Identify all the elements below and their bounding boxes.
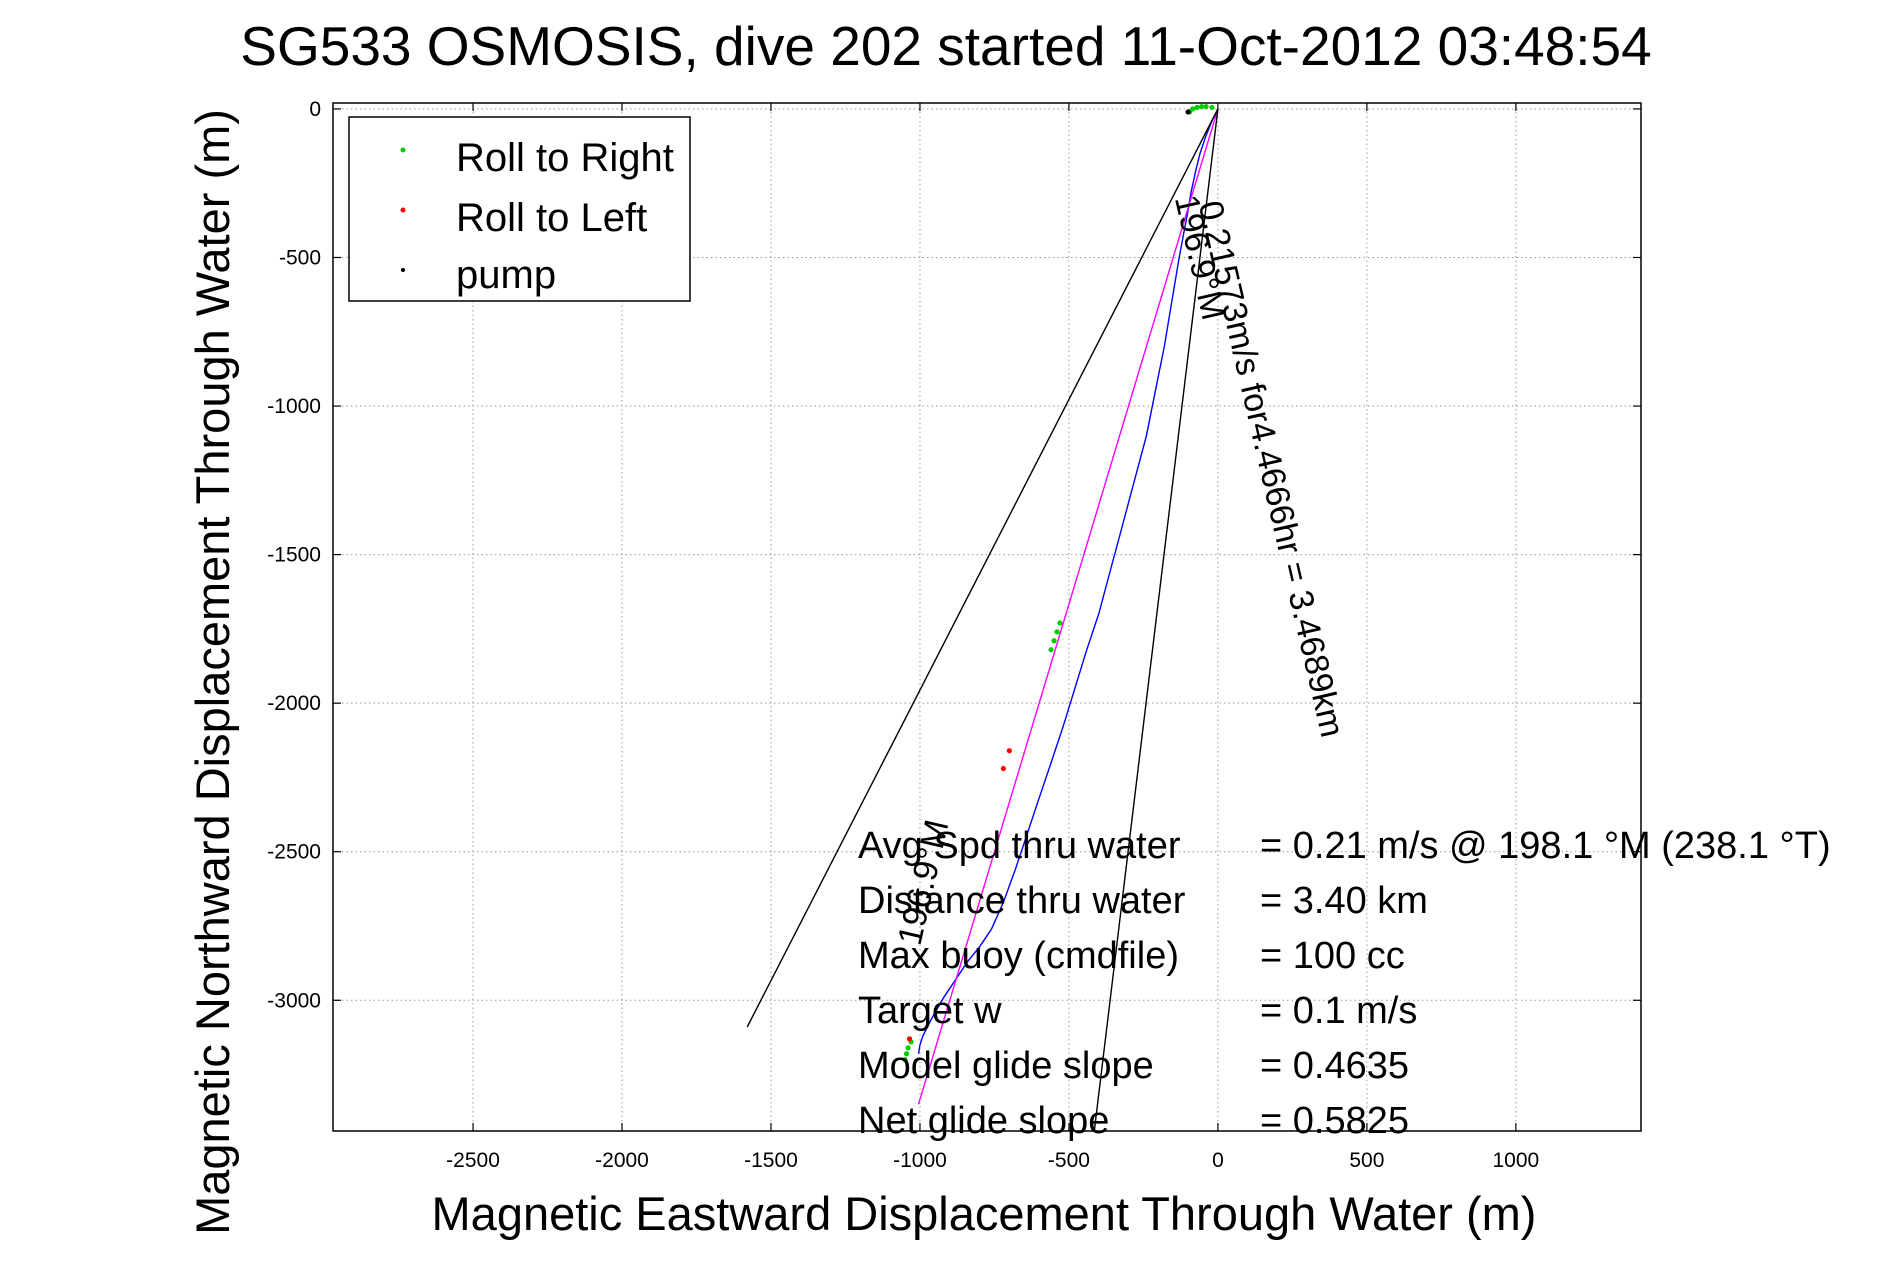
x-tick-label: 500 — [1349, 1149, 1384, 1172]
info-value-max-buoy: = 100 cc — [1260, 935, 1405, 977]
y-tick-label: -3000 — [267, 989, 321, 1012]
cone-left-line — [746, 108, 1219, 1028]
x-axis-label: Magnetic Eastward Displacement Through W… — [432, 1187, 1537, 1240]
info-label-net-glide: Net glide slope — [858, 1100, 1109, 1142]
x-tick-label: 1000 — [1493, 1149, 1540, 1172]
track-line — [917, 108, 1219, 1054]
y-tick-label: 0 — [309, 98, 321, 121]
info-label-avg-speed: Avg Spd thru water — [858, 825, 1181, 867]
x-tick-label: -1500 — [744, 1149, 798, 1172]
roll-to-right-point — [1198, 103, 1205, 110]
roll-to-right-point — [1054, 629, 1060, 635]
y-tick-label: -2000 — [267, 692, 321, 715]
plot-frame — [332, 102, 1642, 1132]
y-tick-label: -500 — [279, 246, 321, 269]
grid — [333, 103, 1641, 1131]
legend-marker-roll-right — [400, 147, 406, 153]
roll-to-right-point — [1057, 620, 1063, 626]
series-group — [746, 103, 1219, 1131]
roll-to-left-point — [906, 1036, 913, 1042]
roll-to-right-point — [1051, 638, 1057, 644]
legend-marker-pump — [401, 268, 405, 272]
info-value-model-glide: = 0.4635 — [1260, 1045, 1409, 1087]
legend: Roll to Right Roll to Left pump — [348, 116, 691, 302]
y-tick-label: -2500 — [267, 841, 321, 864]
y-axis-label: Magnetic Northward Displacement Through … — [186, 109, 239, 1235]
info-label-max-buoy: Max buoy (cmdfile) — [858, 935, 1179, 977]
info-value-distance: = 3.40 km — [1260, 880, 1428, 922]
chart-title: SG533 OSMOSIS, dive 202 started 11-Oct-2… — [240, 15, 1651, 77]
x-tick-label: -2500 — [446, 1149, 500, 1172]
info-value-avg-speed: = 0.21 m/s @ 198.1 °M (238.1 °T) — [1260, 825, 1831, 867]
legend-marker-roll-left — [400, 207, 406, 213]
y-tick-label: -1500 — [267, 544, 321, 567]
roll-to-right-point — [1194, 104, 1200, 111]
info-label-model-glide: Model glide slope — [858, 1045, 1154, 1087]
roll-to-right-point — [902, 1057, 908, 1063]
legend-label-pump: pump — [456, 253, 556, 297]
legend-label-roll-left: Roll to Left — [456, 196, 647, 240]
legend-box — [348, 116, 691, 302]
roll-to-right-point — [1048, 647, 1054, 653]
legend-label-roll-right: Roll to Right — [456, 136, 674, 180]
info-label-target-w: Target w — [858, 990, 1002, 1032]
dive-summary: Avg Spd thru water = 0.21 m/s @ 198.1 °M… — [858, 825, 1831, 1142]
pump-point — [1185, 109, 1191, 115]
cone-right-line — [1093, 108, 1219, 1131]
fit-line-line — [917, 108, 1219, 1105]
x-tick-label: -2000 — [595, 1149, 649, 1172]
roll-to-left-point — [1006, 748, 1012, 754]
info-value-target-w: = 0.1 m/s — [1260, 990, 1417, 1032]
roll-to-right-point — [903, 1051, 910, 1057]
y-tick-label: -1000 — [267, 395, 321, 418]
x-tick-label: -500 — [1048, 1149, 1090, 1172]
roll-to-right-point — [1209, 104, 1215, 111]
info-value-net-glide: = 0.5825 — [1260, 1100, 1409, 1142]
roll-to-right-point — [1203, 103, 1209, 110]
x-tick-label: 0 — [1212, 1149, 1224, 1172]
axis-ticks: -2500 -2000 -1500 -1000 -500 0 500 1000 0 -500 -10… — [267, 98, 1641, 1172]
roll-to-left-point — [1000, 765, 1006, 772]
roll-to-right-point — [905, 1045, 911, 1051]
data-series — [746, 103, 1219, 1131]
info-label-distance: Distance thru water — [858, 880, 1186, 922]
x-tick-label: -1000 — [893, 1149, 947, 1172]
